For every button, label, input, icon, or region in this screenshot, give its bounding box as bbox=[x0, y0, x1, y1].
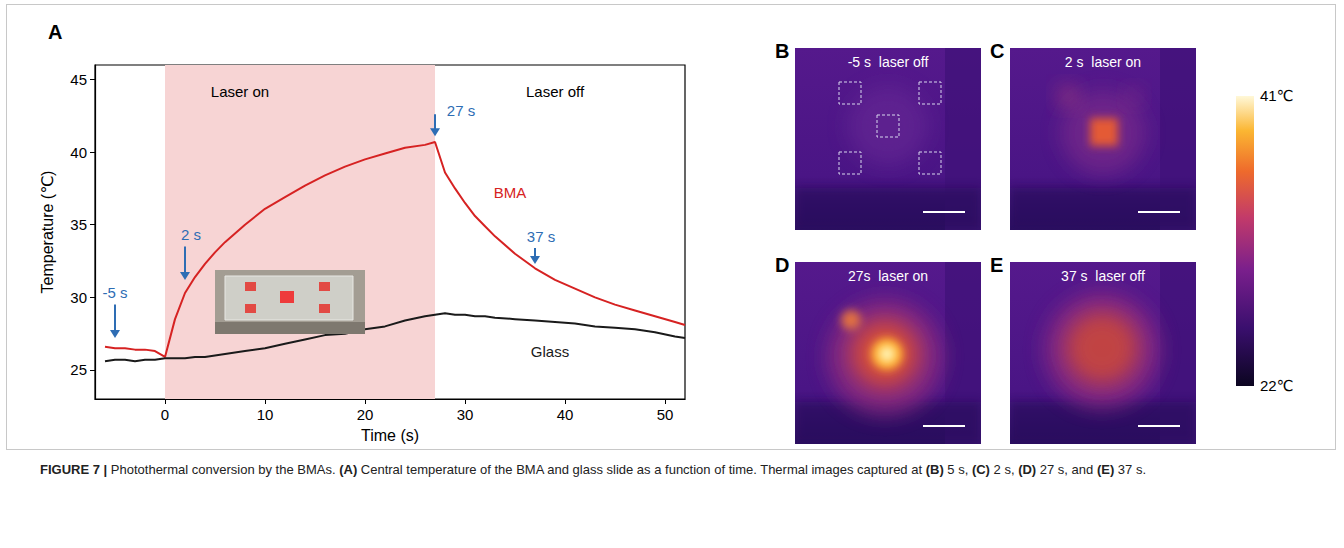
html-text:22℃: 22℃ bbox=[1260, 377, 1294, 394]
svg-text:Temperature (℃): Temperature (℃) bbox=[39, 171, 56, 294]
html-text:-5 s laser off: -5 s laser off bbox=[847, 54, 929, 70]
html-text:FIGURE 7 | Photothermal conver: FIGURE 7 | Photothermal conversion by th… bbox=[40, 462, 1146, 477]
svg-text:10: 10 bbox=[257, 406, 274, 423]
html-text:2 s laser on: 2 s laser on bbox=[1064, 54, 1142, 70]
svg-text:45: 45 bbox=[70, 71, 87, 88]
html-text:41℃: 41℃ bbox=[1260, 87, 1294, 104]
svg-text:A: A bbox=[48, 21, 62, 43]
svg-text:2 s: 2 s bbox=[181, 226, 201, 243]
svg-text:20: 20 bbox=[357, 406, 374, 423]
html-text:37 s laser off: 37 s laser off bbox=[1061, 268, 1145, 284]
svg-text:35: 35 bbox=[70, 216, 87, 233]
html-text:27s laser on: 27s laser on bbox=[847, 268, 929, 284]
svg-text:Laser on: Laser on bbox=[211, 83, 269, 100]
svg-text:30: 30 bbox=[70, 289, 87, 306]
svg-text:Laser off: Laser off bbox=[526, 83, 585, 100]
svg-text:0: 0 bbox=[161, 406, 169, 423]
svg-text:BMA: BMA bbox=[494, 184, 527, 201]
svg-text:30: 30 bbox=[457, 406, 474, 423]
html-text:E: E bbox=[990, 254, 1004, 276]
html-text:D: D bbox=[775, 254, 790, 276]
svg-text:50: 50 bbox=[657, 406, 674, 423]
html-text:C: C bbox=[990, 40, 1005, 62]
svg-text:27 s: 27 s bbox=[447, 102, 475, 119]
html-text:B: B bbox=[775, 40, 790, 62]
svg-text:37 s: 37 s bbox=[527, 228, 555, 245]
svg-text:Glass: Glass bbox=[531, 343, 569, 360]
svg-text:40: 40 bbox=[70, 144, 87, 161]
svg-text:Time (s): Time (s) bbox=[361, 427, 419, 444]
svg-text:25: 25 bbox=[70, 361, 87, 378]
svg-text:-5 s: -5 s bbox=[102, 284, 127, 301]
svg-text:40: 40 bbox=[557, 406, 574, 423]
